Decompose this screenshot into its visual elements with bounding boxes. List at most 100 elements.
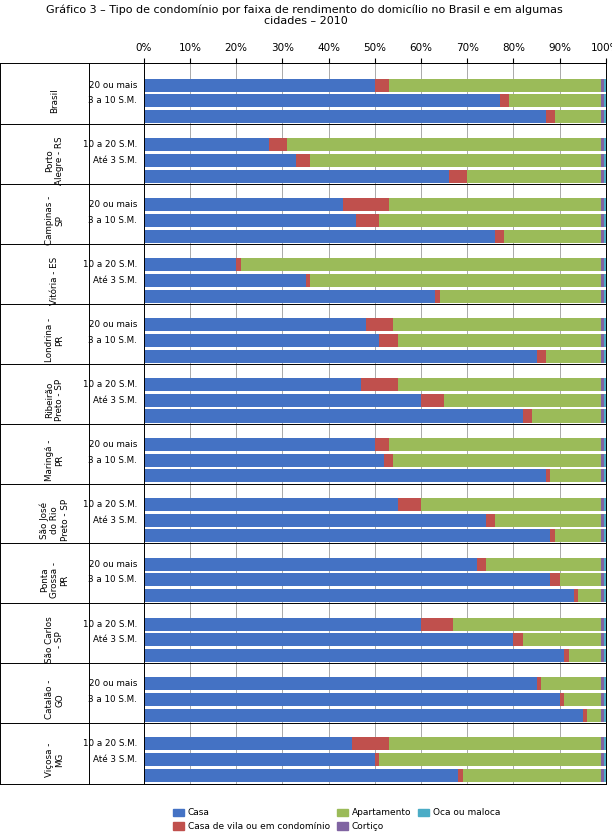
Bar xyxy=(603,154,606,167)
Bar xyxy=(144,79,375,91)
Bar xyxy=(603,409,606,423)
Bar xyxy=(379,214,601,227)
Bar xyxy=(421,498,601,511)
Text: 20 ou mais: 20 ou mais xyxy=(89,201,137,210)
Bar xyxy=(550,529,555,542)
Bar xyxy=(144,94,499,107)
Bar xyxy=(601,94,603,107)
Bar xyxy=(144,589,573,602)
Text: Maringá -
PR: Maringá - PR xyxy=(45,440,64,481)
Bar xyxy=(144,138,269,152)
Bar xyxy=(523,633,601,646)
Bar xyxy=(603,170,606,183)
Text: Ribeirão
Preto - SP: Ribeirão Preto - SP xyxy=(45,379,64,421)
Text: 20 ou mais: 20 ou mais xyxy=(89,81,137,90)
Bar xyxy=(601,350,603,362)
Bar xyxy=(144,334,379,347)
Bar xyxy=(394,454,601,466)
Bar xyxy=(603,214,606,227)
Bar xyxy=(603,110,606,123)
Bar xyxy=(389,438,601,451)
Bar xyxy=(603,498,606,511)
Text: 3 a 10 S.M.: 3 a 10 S.M. xyxy=(88,216,137,225)
Text: Até 3 S.M.: Até 3 S.M. xyxy=(93,396,137,404)
Bar xyxy=(603,709,606,722)
Bar xyxy=(603,558,606,571)
Text: 20 ou mais: 20 ou mais xyxy=(89,680,137,689)
Bar xyxy=(352,737,389,750)
Bar xyxy=(468,170,601,183)
Bar xyxy=(305,274,310,287)
Bar xyxy=(583,709,588,722)
Bar xyxy=(601,438,603,451)
Bar xyxy=(398,498,421,511)
Bar xyxy=(532,409,601,423)
Text: 3 a 10 S.M.: 3 a 10 S.M. xyxy=(88,96,137,106)
Bar xyxy=(144,558,477,571)
Bar xyxy=(603,589,606,602)
Text: Londrina -
PR: Londrina - PR xyxy=(45,318,64,362)
Bar xyxy=(144,709,583,722)
Bar xyxy=(603,350,606,362)
Bar xyxy=(601,589,603,602)
Bar xyxy=(601,737,603,750)
Bar xyxy=(144,214,356,227)
Bar xyxy=(389,737,601,750)
Bar xyxy=(375,79,389,91)
Bar xyxy=(504,230,601,242)
Bar xyxy=(564,693,601,706)
Bar xyxy=(144,154,296,167)
Bar xyxy=(495,230,504,242)
Bar xyxy=(296,154,310,167)
Text: São José
do Rio
Preto - SP: São José do Rio Preto - SP xyxy=(40,499,70,541)
Bar xyxy=(144,289,435,303)
Text: 10 a 20 S.M.: 10 a 20 S.M. xyxy=(83,619,137,628)
Bar xyxy=(375,753,379,766)
Bar xyxy=(144,378,361,391)
Bar xyxy=(601,393,603,407)
Text: Até 3 S.M.: Até 3 S.M. xyxy=(93,635,137,644)
Bar xyxy=(523,409,532,423)
Text: 10 a 20 S.M.: 10 a 20 S.M. xyxy=(83,739,137,748)
Bar xyxy=(509,94,601,107)
Bar xyxy=(361,378,398,391)
Bar xyxy=(439,289,601,303)
Bar xyxy=(601,170,603,183)
Bar xyxy=(601,378,603,391)
Bar xyxy=(444,393,601,407)
Bar xyxy=(144,170,449,183)
Bar xyxy=(601,769,603,782)
Bar xyxy=(389,79,601,91)
Bar xyxy=(601,649,603,662)
Bar xyxy=(144,274,305,287)
Bar xyxy=(603,677,606,690)
Text: Catalão -
GO: Catalão - GO xyxy=(45,680,64,719)
Bar xyxy=(601,693,603,706)
Text: Até 3 S.M.: Até 3 S.M. xyxy=(93,276,137,285)
Bar xyxy=(453,618,601,631)
Bar xyxy=(398,334,601,347)
Bar xyxy=(375,438,389,451)
Bar xyxy=(603,649,606,662)
Bar xyxy=(601,258,603,271)
Bar xyxy=(603,753,606,766)
Bar xyxy=(541,677,601,690)
Bar xyxy=(601,230,603,242)
Text: 10 a 20 S.M.: 10 a 20 S.M. xyxy=(83,260,137,269)
Text: 10 a 20 S.M.: 10 a 20 S.M. xyxy=(83,140,137,149)
Bar xyxy=(569,649,601,662)
Bar xyxy=(144,573,550,586)
Text: Campinas -
SP: Campinas - SP xyxy=(45,196,64,245)
Bar xyxy=(603,469,606,482)
Text: Até 3 S.M.: Até 3 S.M. xyxy=(93,156,137,165)
Bar xyxy=(603,693,606,706)
Bar xyxy=(356,214,379,227)
Bar xyxy=(603,138,606,152)
Bar xyxy=(537,350,546,362)
Bar xyxy=(603,438,606,451)
Bar xyxy=(601,110,603,123)
Legend: Casa, Casa de vila ou em condomínio, Apartamento, Cortiço, Oca ou maloca: Casa, Casa de vila ou em condomínio, Apa… xyxy=(170,805,504,835)
Bar xyxy=(603,378,606,391)
Bar xyxy=(603,393,606,407)
Text: 3 a 10 S.M.: 3 a 10 S.M. xyxy=(88,576,137,585)
